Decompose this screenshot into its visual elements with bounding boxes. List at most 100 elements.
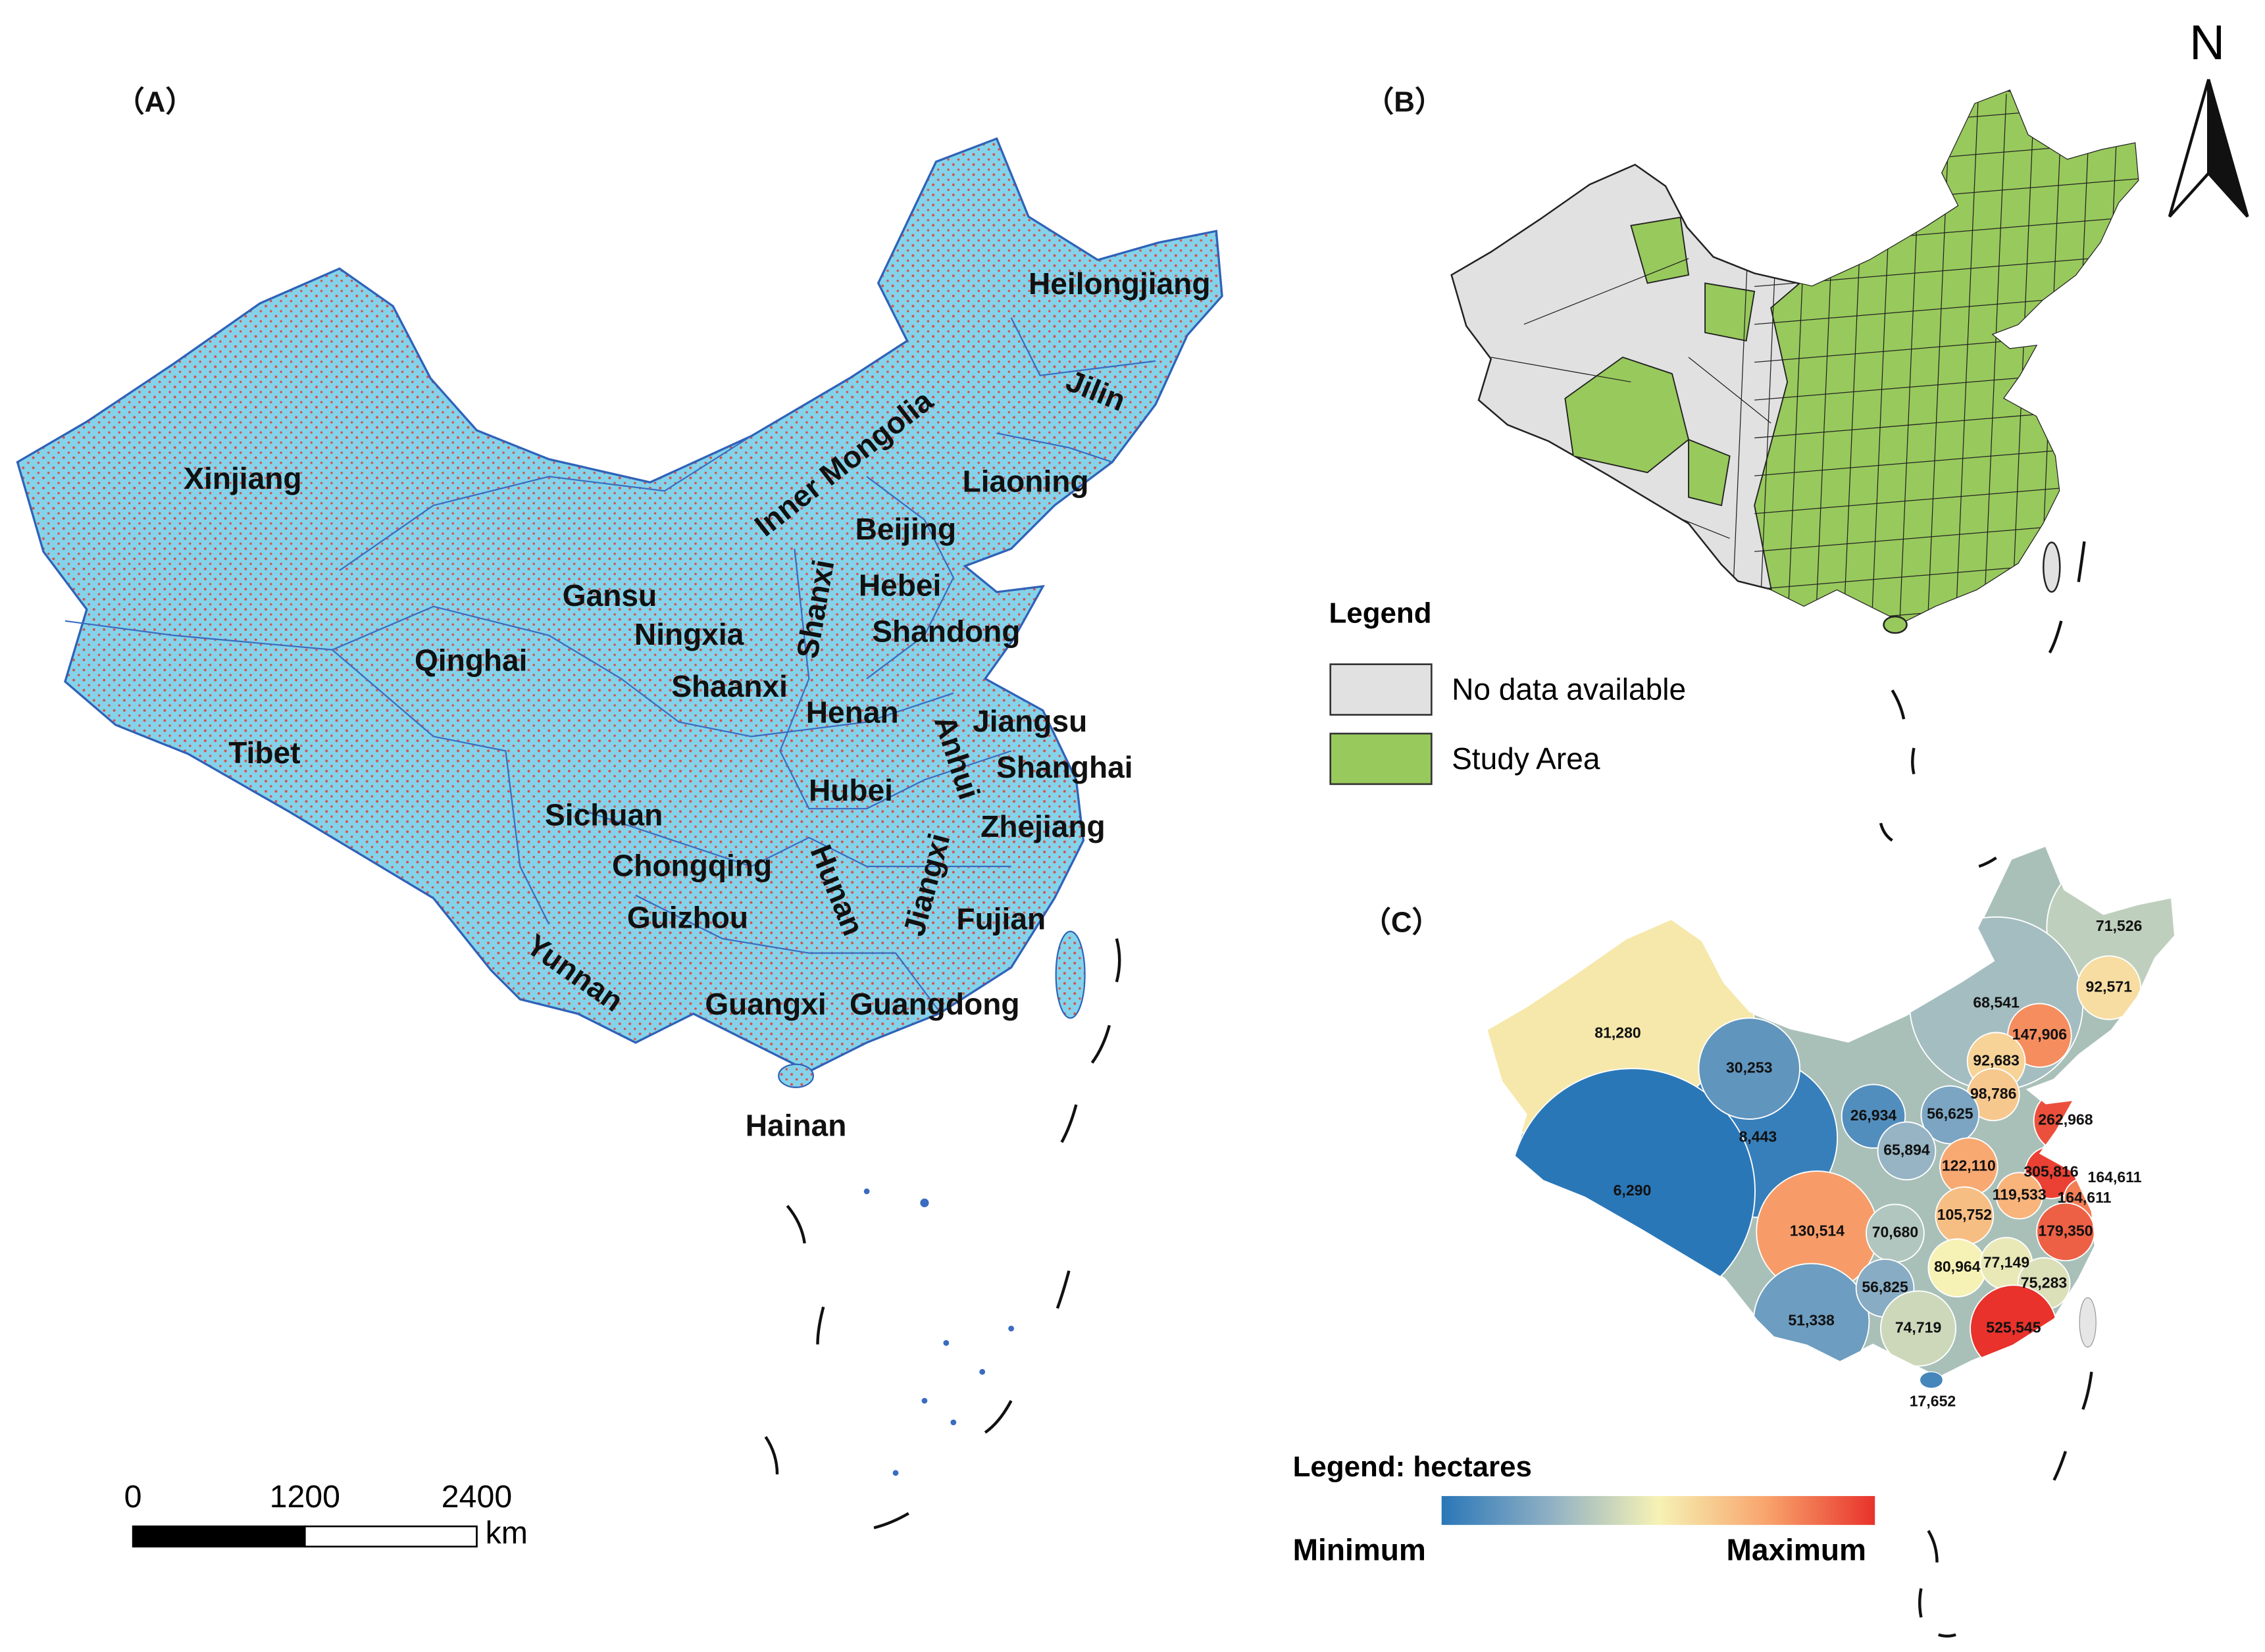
- province-label: Shaanxi: [671, 669, 788, 703]
- taiwan: [1055, 930, 1086, 1019]
- boundary-dash: [984, 1400, 1013, 1434]
- county-border: [1953, 93, 1979, 622]
- legend-swatch: [1329, 732, 1433, 786]
- color-ramp: [1441, 1495, 1875, 1525]
- scale-segment: [132, 1525, 306, 1548]
- province-label: Qinghai: [415, 643, 528, 678]
- county-border: [1490, 258, 1771, 539]
- province-label: Gansu: [563, 578, 657, 613]
- border: [332, 605, 954, 738]
- panel-b: （B） Legend No data available Study Area: [1329, 86, 2139, 868]
- value-label: 17,652: [1910, 1392, 1956, 1409]
- boundary-dash: [1918, 1588, 1923, 1618]
- boundary-dash: [2052, 1451, 2068, 1481]
- legend-c: Legend: hectares Minimum Maximum: [1293, 1451, 1875, 1567]
- boundary-dash: [1060, 1104, 1078, 1143]
- province-label: Beijing: [855, 512, 957, 546]
- value-label: 56,625: [1927, 1105, 1973, 1122]
- legend-b: Legend No data available Study Area: [1329, 597, 1686, 786]
- province-label: Ningxia: [634, 617, 744, 651]
- county-border: [1754, 101, 2139, 136]
- value-label: 179,350: [2038, 1222, 2093, 1239]
- value-label: 68,541: [1973, 994, 2020, 1011]
- province-label: Shandong: [872, 614, 1020, 649]
- province-label: Tibet: [228, 736, 300, 770]
- study-region: [1688, 438, 1731, 507]
- island: [863, 1188, 870, 1195]
- province-label: Heilongjiang: [1029, 266, 1210, 301]
- arrow-right: [2207, 79, 2249, 218]
- value-label: 164,611: [2057, 1189, 2111, 1206]
- scale-unit: km: [486, 1515, 528, 1551]
- province-label: Zhejiang: [980, 809, 1105, 843]
- legend-label: Study Area: [1452, 741, 1600, 776]
- boundary-dash: [1115, 938, 1121, 983]
- province-label: Guangdong: [850, 987, 1020, 1021]
- border: [635, 894, 940, 1012]
- value-label: 122,110: [1942, 1157, 1996, 1174]
- scale-segment: [303, 1525, 478, 1548]
- province-label: Henan: [806, 695, 899, 730]
- boundary-dash: [816, 1306, 825, 1345]
- value-label: 130,514: [1790, 1222, 1845, 1239]
- value-label: 119,533: [1993, 1186, 2047, 1203]
- legend-min: Minimum: [1293, 1533, 1426, 1567]
- value-label: 92,571: [2086, 978, 2133, 995]
- arrow-left: [2168, 79, 2210, 218]
- north-label: N: [2189, 14, 2225, 70]
- study-region: [1630, 216, 1690, 284]
- region-fill: [1877, 1121, 1937, 1181]
- border: [1010, 317, 1156, 376]
- hainan: [1883, 615, 1908, 634]
- value-label: 262,968: [2038, 1111, 2093, 1128]
- scale-label: 1200: [270, 1479, 340, 1514]
- value-label: 6,290: [1614, 1182, 1652, 1199]
- value-label: 71,526: [2096, 917, 2142, 934]
- island: [921, 1397, 928, 1404]
- value-label: 147,906: [2012, 1026, 2067, 1043]
- boundary-dash: [1938, 1633, 1956, 1638]
- island: [943, 1339, 950, 1346]
- region-fill: [1698, 1017, 1800, 1120]
- province-label: Sichuan: [545, 798, 663, 832]
- south-sea-lines: [764, 938, 1121, 1530]
- hainan: [1919, 1371, 1944, 1389]
- boundary-dash: [1056, 1270, 1071, 1309]
- value-label: 51,338: [1788, 1311, 1835, 1328]
- border: [577, 808, 1011, 868]
- panel-label: （B）: [1365, 86, 1443, 118]
- south-sea-lines: [1918, 1371, 2093, 1638]
- study-region: [1704, 282, 1756, 342]
- province-label: Hebei: [859, 568, 941, 603]
- legend-title: Legend: [1329, 597, 1432, 630]
- study-area-map: [1450, 89, 2139, 634]
- border: [339, 435, 752, 571]
- value-label: 56,825: [1862, 1278, 1908, 1295]
- value-label: 92,683: [1973, 1051, 2019, 1068]
- value-label: 81,280: [1594, 1024, 1641, 1041]
- province-borders: [64, 317, 1156, 1012]
- border: [996, 432, 1113, 463]
- hectares-map: [1487, 845, 2176, 1389]
- province-label: Fujian: [956, 902, 1046, 936]
- value-label: 65,894: [1883, 1141, 1930, 1158]
- legend-swatch: [1329, 663, 1433, 716]
- province-label: Chongqing: [612, 848, 772, 882]
- province-label: Guangxi: [705, 987, 826, 1021]
- panel-label: （C）: [1362, 906, 1440, 938]
- value-labels: 71,526 92,571 81,280 68,541 147,906 30,253 92,…: [1594, 917, 2142, 1409]
- value-label: 75,283: [2021, 1274, 2067, 1291]
- value-label: 525,545: [1986, 1318, 2041, 1336]
- boundary-dash: [2077, 541, 2086, 582]
- province-label: Hubei: [809, 773, 893, 807]
- county-border: [1981, 93, 2007, 622]
- island: [1008, 1325, 1015, 1332]
- boundary-dash: [1978, 856, 1997, 868]
- value-label: 98,786: [1970, 1085, 2016, 1102]
- boundary-dash: [1891, 689, 1906, 720]
- boundary-dash: [1879, 822, 1893, 842]
- region-fill: [1920, 1085, 1980, 1145]
